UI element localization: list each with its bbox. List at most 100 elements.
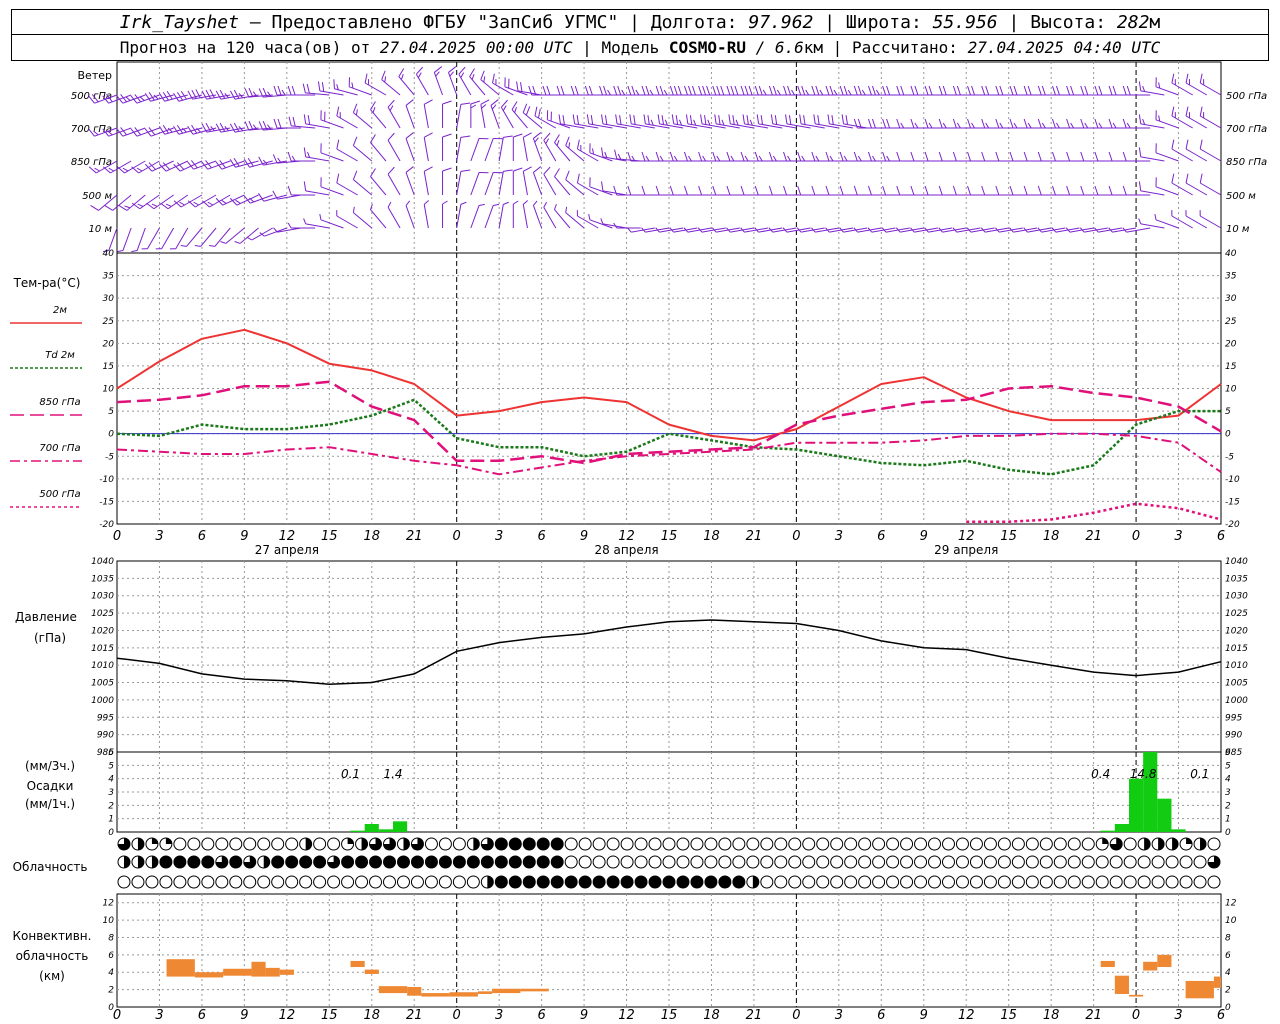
wind-barb-feather xyxy=(861,89,866,96)
wind-barb-feather xyxy=(493,203,500,206)
cloud-cover-symbol xyxy=(648,855,662,869)
wind-barb-feather xyxy=(291,85,296,96)
wind-barb-feather xyxy=(144,93,151,102)
wind-barb-feather xyxy=(857,155,862,162)
precip-bar xyxy=(1171,829,1186,832)
cloud-cover-fill xyxy=(1172,838,1179,850)
time-axis-tick: 3 xyxy=(495,529,503,544)
wind-barb-feather xyxy=(503,201,509,205)
temperature-legend-label: 500 гПа xyxy=(39,489,80,500)
wind-barb-feather xyxy=(480,70,485,80)
title-dash: — xyxy=(249,12,261,33)
wind-barb-shaft xyxy=(565,145,585,162)
precip-sum-label: 0.1 xyxy=(341,767,360,781)
wind-barb-feather xyxy=(1158,115,1161,122)
wind-barb-feather xyxy=(568,142,571,149)
cloud-cover-symbol xyxy=(215,837,229,851)
wind-barb-feather xyxy=(398,68,405,77)
wind-barb-shaft xyxy=(353,145,373,162)
wind-barb-feather xyxy=(762,89,767,96)
wind-barb-feather xyxy=(162,162,171,170)
cloud-cover-fill xyxy=(509,838,522,850)
temperature-tick-left: 0 xyxy=(108,430,114,440)
wind-barb-shaft xyxy=(565,179,585,196)
time-axis-tick: 0 xyxy=(453,529,461,544)
wind-barb-feather xyxy=(244,121,250,131)
wind-barb-feather xyxy=(205,89,211,99)
time-axis-tick: 3 xyxy=(1174,529,1182,544)
wind-barb-feather xyxy=(435,71,440,77)
wind-barb-feather xyxy=(712,151,717,162)
bottom-time-axis-tick: 3 xyxy=(1174,1008,1182,1023)
wind-barb-feather xyxy=(1079,227,1085,233)
temperature-tick-left: 15 xyxy=(103,362,115,372)
wind-barb-feather xyxy=(831,115,834,125)
cloud-cover-symbol xyxy=(564,837,578,851)
wind-barb-feather xyxy=(647,115,650,125)
wind-barb-feather xyxy=(871,118,876,129)
cloud-cover-symbol xyxy=(1137,855,1151,869)
cloud-cover-fill xyxy=(537,876,550,888)
wind-barb-feather xyxy=(1037,85,1042,96)
wind-barb-feather xyxy=(603,85,608,96)
wind-barb-feather xyxy=(194,244,201,247)
cloud-cover-fill xyxy=(159,856,172,868)
wind-barb-feather xyxy=(938,227,943,233)
cloud-cover-symbol xyxy=(774,875,788,889)
precip-tick-left: 2 xyxy=(108,801,114,811)
cloud-cover-fill xyxy=(397,856,410,868)
wind-barb-feather xyxy=(176,91,184,101)
wind-barb-feather xyxy=(117,250,124,253)
cloud-cover-symbol xyxy=(872,855,886,869)
wind-barb-feather xyxy=(635,89,640,96)
wind-barb-feather xyxy=(704,115,707,125)
cloud-cover-symbol xyxy=(941,875,955,889)
wind-barb-feather xyxy=(306,83,310,94)
wind-barb-shaft xyxy=(405,205,415,229)
wind-barb-feather xyxy=(187,126,194,135)
wind-barb-feather xyxy=(1138,114,1142,124)
wind-barb-feather xyxy=(1138,147,1142,157)
precip-title: Осадки xyxy=(27,779,74,793)
wind-barb-feather xyxy=(768,85,773,96)
wind-barb-feather xyxy=(886,85,891,96)
wind-barb-shaft xyxy=(320,219,344,229)
convective-title: Конвективн. xyxy=(13,929,92,943)
wind-barb-feather xyxy=(1037,151,1042,162)
wind-barb-feather xyxy=(645,155,650,162)
cloud-cover-symbol xyxy=(201,837,215,851)
cloud-cover-symbol xyxy=(788,875,802,889)
cloud-cover-symbol xyxy=(941,855,955,869)
wind-barb-feather xyxy=(387,166,395,175)
pressure-tick-right: 1020 xyxy=(1225,626,1248,636)
temperature-tick-right: 5 xyxy=(1225,407,1231,417)
wind-barb-feather xyxy=(1037,118,1042,129)
cloud-cover-symbol xyxy=(928,875,942,889)
wind-barb-feather xyxy=(655,185,660,196)
wind-barb-shaft xyxy=(423,171,429,196)
wind-barb-feather xyxy=(726,151,731,162)
wind-barb-shaft xyxy=(178,94,203,102)
cloud-cover-fill xyxy=(151,838,158,844)
wind-barb-feather xyxy=(744,85,749,96)
cloud-cover-symbol xyxy=(830,837,844,851)
cloud-cover-symbol xyxy=(215,875,229,889)
pressure-tick-right: 1000 xyxy=(1225,696,1248,706)
wind-barb-feather xyxy=(219,122,226,132)
cloud-cover-symbol xyxy=(997,875,1011,889)
bottom-time-axis-tick: 0 xyxy=(453,1008,461,1023)
wind-barb-feather xyxy=(224,93,230,99)
wind-barb-feather xyxy=(389,105,394,111)
temperature-series-line xyxy=(966,502,1222,523)
temperature-tick-right: 0 xyxy=(1225,430,1231,440)
wind-barb-feather xyxy=(693,119,697,126)
wind-barb-feather xyxy=(1080,151,1085,162)
precip-bar xyxy=(1100,830,1115,832)
cloud-cover-fill xyxy=(215,856,228,868)
wind-barb-feather xyxy=(924,151,929,162)
wind-barb-shaft xyxy=(1126,227,1151,233)
wind-barb-shaft xyxy=(504,86,528,96)
wind-barb-shaft xyxy=(370,209,387,229)
wind-barb-shaft xyxy=(387,173,401,196)
wind-barb-shaft xyxy=(214,227,231,247)
